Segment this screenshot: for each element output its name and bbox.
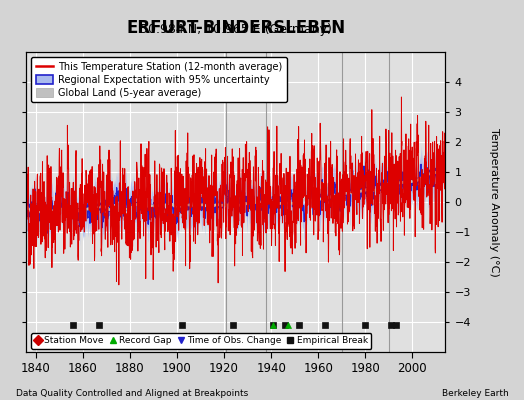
Y-axis label: Temperature Anomaly (°C): Temperature Anomaly (°C) [489, 128, 499, 276]
Legend: Station Move, Record Gap, Time of Obs. Change, Empirical Break: Station Move, Record Gap, Time of Obs. C… [31, 333, 372, 349]
Title: ERFURT-BINDERSLEBEN: ERFURT-BINDERSLEBEN [126, 18, 345, 36]
Text: Data Quality Controlled and Aligned at Breakpoints: Data Quality Controlled and Aligned at B… [16, 389, 248, 398]
Text: 50.984 N, 10.965 E (Germany): 50.984 N, 10.965 E (Germany) [140, 22, 332, 36]
Text: Berkeley Earth: Berkeley Earth [442, 389, 508, 398]
